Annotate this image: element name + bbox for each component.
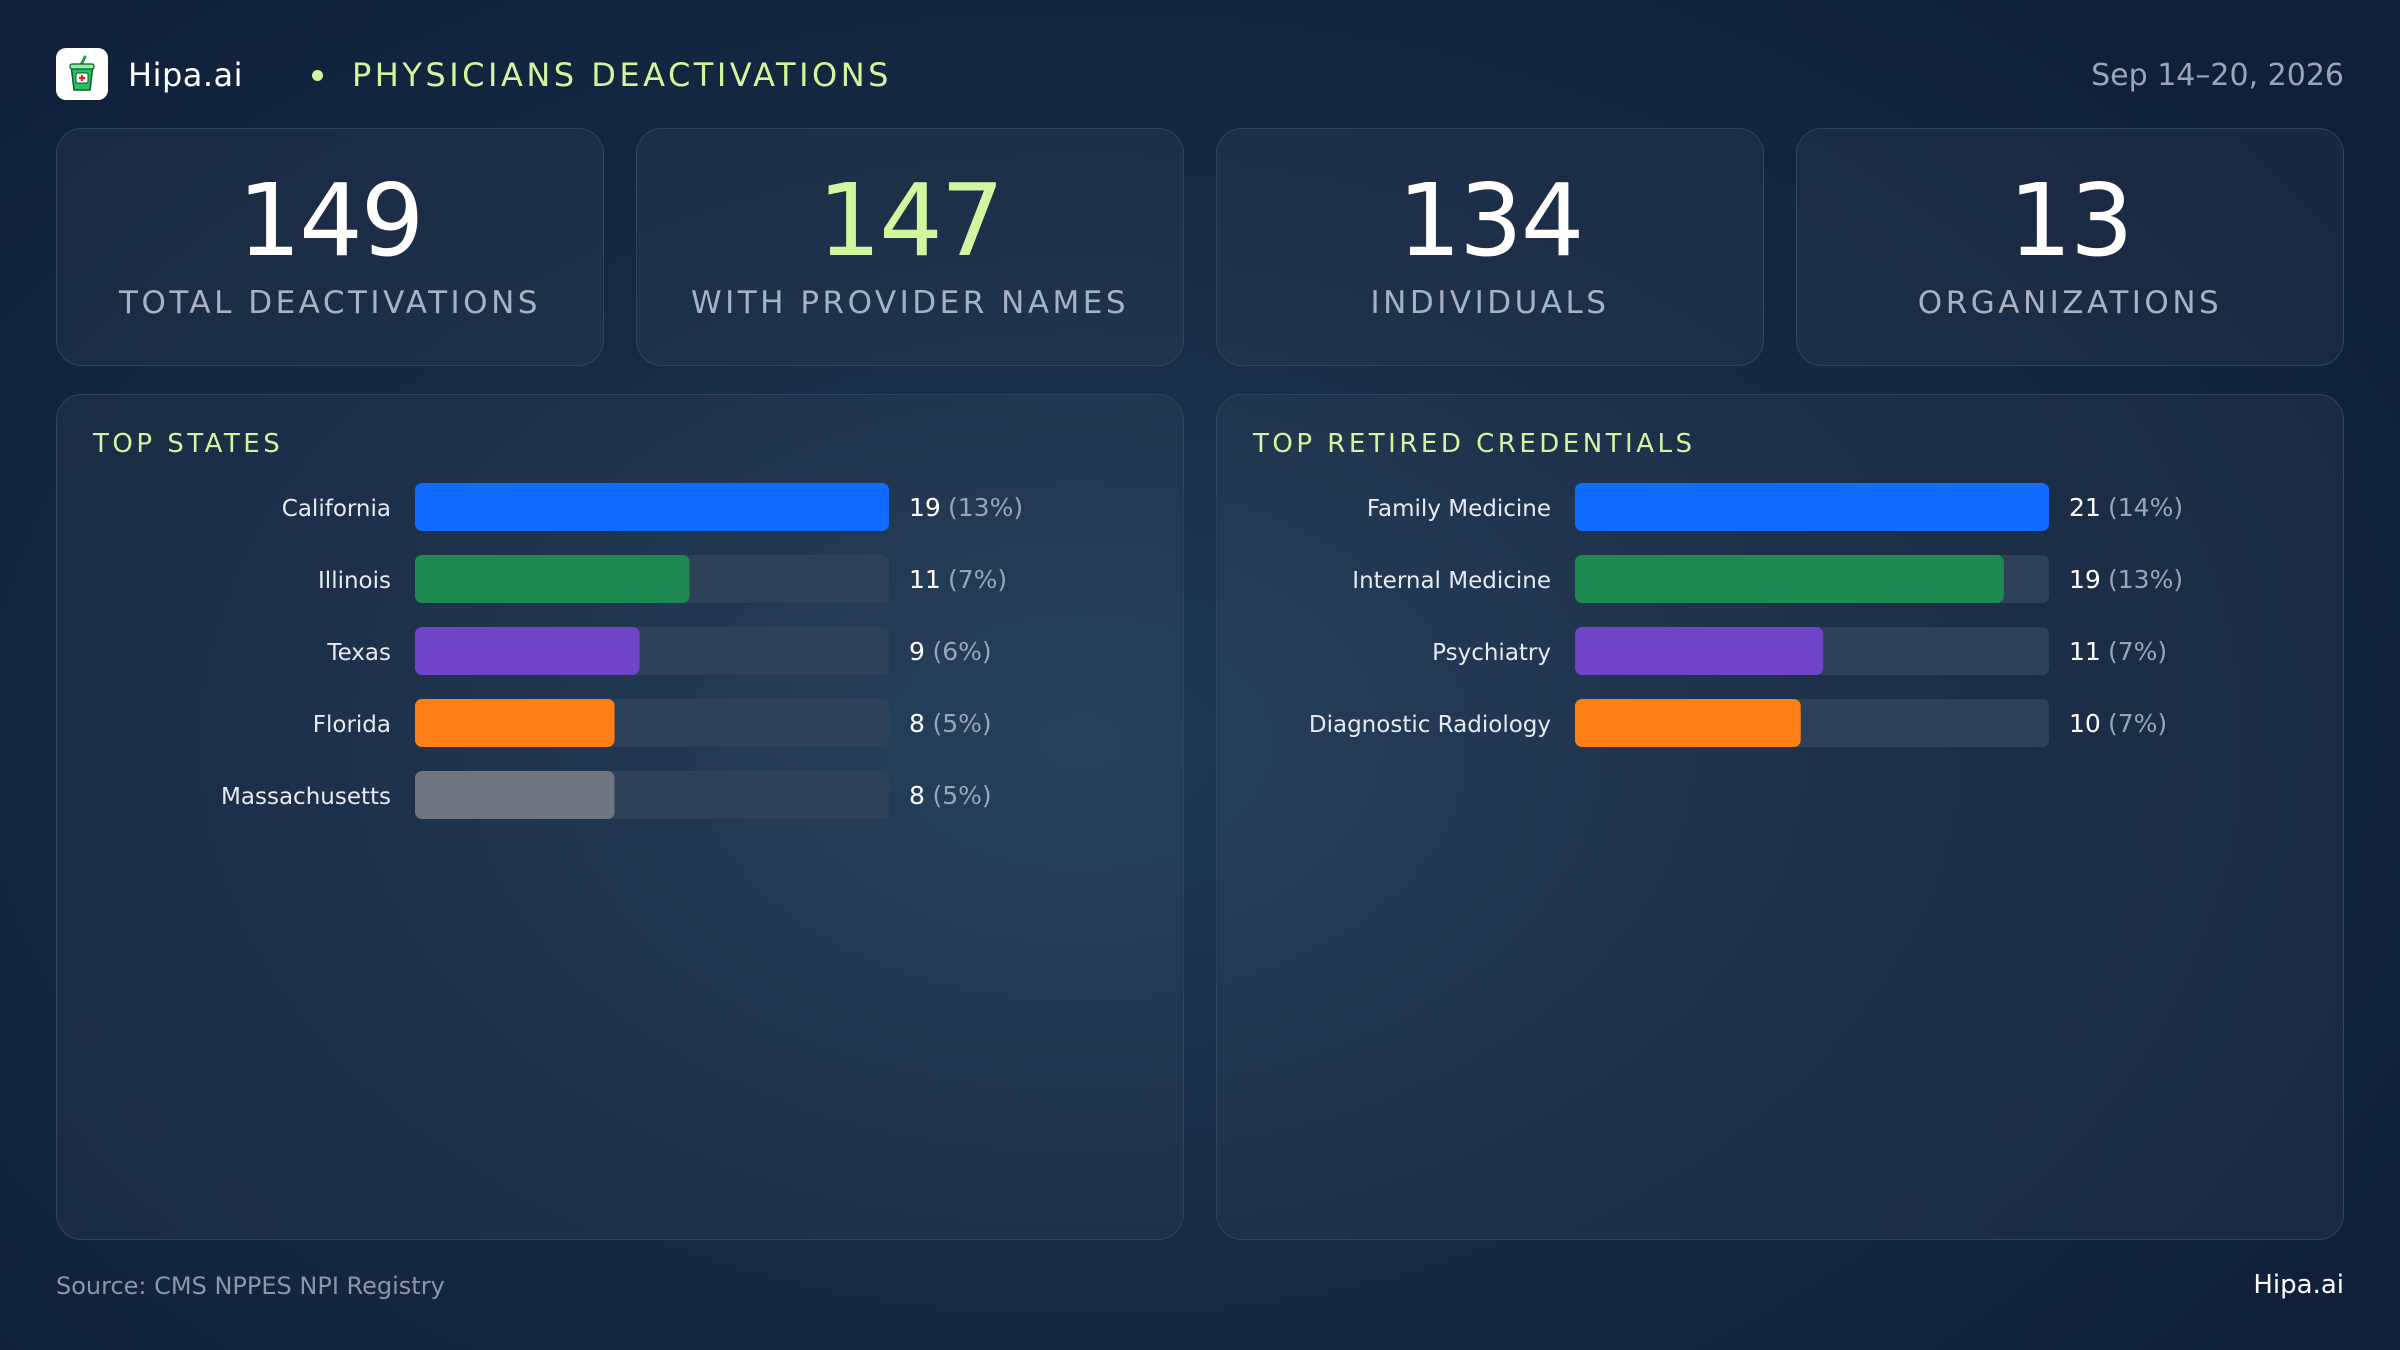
stat-label: ORGANIZATIONS	[1917, 285, 2223, 321]
bar-label-california: California	[282, 496, 391, 522]
top-states-chart: California 19 (13%) Illinois 11 (7%) Texas 9 (6%…	[221, 483, 1023, 819]
bar-texas	[415, 627, 640, 675]
top-states-panel: TOP STATES California 19 (13%) Illinois 11 (7…	[56, 394, 1184, 1240]
stat-card-provider-names: 147 WITH PROVIDER NAMES	[636, 128, 1184, 366]
app-logo	[56, 48, 108, 100]
top-credentials-chart: Family Medicine 21 (14%) Internal Medicine 1…	[1309, 483, 2183, 747]
bar-value-illinois: 11	[909, 565, 941, 594]
bar-percent-diagnostic-radiology: (7%)	[2108, 709, 2167, 738]
bar-value-family-medicine: 21	[2069, 493, 2101, 522]
top-credentials-panel: TOP RETIRED CREDENTIALS Family Medicine 2…	[1216, 394, 2344, 1240]
source-note: Source: CMS NPPES NPI Registry	[56, 1272, 445, 1300]
bar-label-psychiatry: Psychiatry	[1432, 640, 1551, 666]
brand-name: Hipa.ai	[128, 56, 244, 94]
bar-value-florida: 8	[909, 709, 925, 738]
panel-title: TOP STATES	[93, 429, 284, 459]
bar-percent-california: (13%)	[948, 493, 1023, 522]
bar-label-florida: Florida	[313, 712, 391, 738]
bar-value-internal-medicine: 19	[2069, 565, 2101, 594]
section-title: PHYSICIANS DEACTIVATIONS	[352, 56, 892, 94]
bar-percent-psychiatry: (7%)	[2108, 637, 2167, 666]
cup-icon	[69, 55, 95, 91]
bar-internal-medicine	[1575, 555, 2004, 603]
bar-value-psychiatry: 11	[2069, 637, 2101, 666]
bar-label-internal-medicine: Internal Medicine	[1352, 568, 1551, 594]
stat-value: 134	[1397, 162, 1585, 279]
bar-percent-internal-medicine: (13%)	[2108, 565, 2183, 594]
bar-value-texas: 9	[909, 637, 925, 666]
bar-percent-texas: (6%)	[933, 637, 992, 666]
stat-card-organizations: 13 ORGANIZATIONS	[1796, 128, 2344, 366]
stat-label: INDIVIDUALS	[1370, 285, 1610, 321]
stat-value: 13	[2008, 162, 2133, 279]
bar-label-family-medicine: Family Medicine	[1367, 496, 1551, 522]
bar-value-california: 19	[909, 493, 941, 522]
bar-psychiatry	[1575, 627, 1824, 675]
bar-illinois	[415, 555, 690, 603]
bar-florida	[415, 699, 615, 747]
bar-percent-massachusetts: (5%)	[933, 781, 992, 810]
stat-label: WITH PROVIDER NAMES	[690, 285, 1130, 321]
bar-value-diagnostic-radiology: 10	[2069, 709, 2101, 738]
bar-value-massachusetts: 8	[909, 781, 925, 810]
separator-dot	[312, 70, 323, 81]
date-range: Sep 14–20, 2026	[2091, 58, 2344, 93]
stat-value: 149	[237, 162, 425, 279]
header: Hipa.ai PHYSICIANS DEACTIVATIONS Sep 14–…	[56, 46, 2344, 102]
bar-california	[415, 483, 889, 531]
footer-brand: Hipa.ai	[2253, 1270, 2344, 1300]
stat-value: 147	[817, 162, 1005, 279]
stat-label: TOTAL DEACTIVATIONS	[119, 285, 541, 321]
bar-label-diagnostic-radiology: Diagnostic Radiology	[1309, 712, 1551, 738]
bar-label-illinois: Illinois	[318, 568, 391, 594]
bar-family-medicine	[1575, 483, 2049, 531]
bar-percent-florida: (5%)	[933, 709, 992, 738]
bar-label-texas: Texas	[326, 640, 391, 666]
bar-diagnostic-radiology	[1575, 699, 1801, 747]
panel-title: TOP RETIRED CREDENTIALS	[1253, 429, 1696, 459]
bar-percent-illinois: (7%)	[948, 565, 1007, 594]
bar-massachusetts	[415, 771, 615, 819]
bar-label-massachusetts: Massachusetts	[221, 784, 391, 810]
bar-percent-family-medicine: (14%)	[2108, 493, 2183, 522]
stat-card-individuals: 134 INDIVIDUALS	[1216, 128, 1764, 366]
stat-card-total: 149 TOTAL DEACTIVATIONS	[56, 128, 604, 366]
